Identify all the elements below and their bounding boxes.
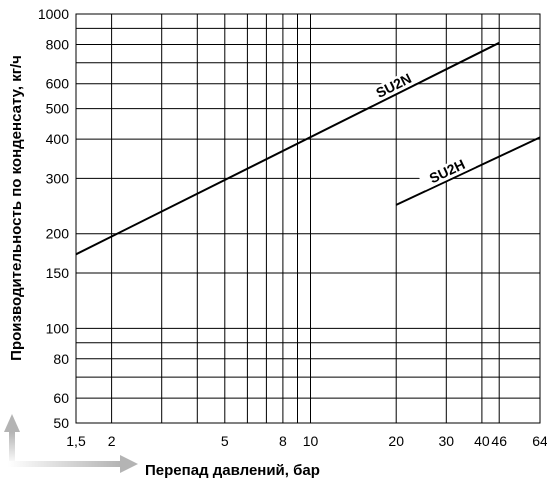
x-tick-label: 10: [303, 433, 319, 449]
y-axis-arrow-icon: [4, 414, 20, 464]
tick-labels: 1,5 2 5 8 10 20 30 40 46 64 1000 800 600 500 400 300 200…: [38, 6, 547, 449]
y-tick-label: 100: [46, 320, 70, 336]
y-tick-label: 800: [46, 37, 70, 53]
x-tick-label: 1,5: [66, 433, 86, 449]
y-tick-label: 600: [46, 76, 70, 92]
x-tick-label: 40: [474, 433, 490, 449]
y-tick-label: 50: [53, 415, 69, 431]
series-label-background: [418, 152, 476, 191]
y-tick-label: 1000: [38, 6, 69, 22]
series-lines: [75, 41, 541, 256]
series-line-su2h: [395, 136, 541, 206]
x-tick-label: 2: [108, 433, 116, 449]
series-line-su2n: [75, 41, 500, 256]
series-label-background: [365, 66, 423, 106]
x-tick-label: 46: [491, 433, 507, 449]
y-tick-label: 60: [53, 390, 69, 406]
x-tick-label: 5: [221, 433, 229, 449]
x-tick-label: 30: [439, 433, 455, 449]
x-axis-arrow-icon: [8, 455, 138, 473]
y-tick-label: 400: [46, 131, 70, 147]
y-tick-label: 200: [46, 226, 70, 242]
x-tick-label: 64: [532, 433, 547, 449]
y-tick-label: 150: [46, 265, 70, 281]
plot-frame: [75, 13, 541, 424]
y-axis-title: Производительность по конденсату, кг/ч: [8, 55, 25, 361]
x-tick-label: 8: [279, 433, 287, 449]
x-tick-label: 20: [388, 433, 404, 449]
y-tick-label: 300: [46, 170, 70, 186]
x-axis-title: Перепад давлений, бар: [145, 462, 320, 479]
y-tick-label: 500: [46, 101, 70, 117]
y-tick-label: 80: [53, 351, 69, 367]
